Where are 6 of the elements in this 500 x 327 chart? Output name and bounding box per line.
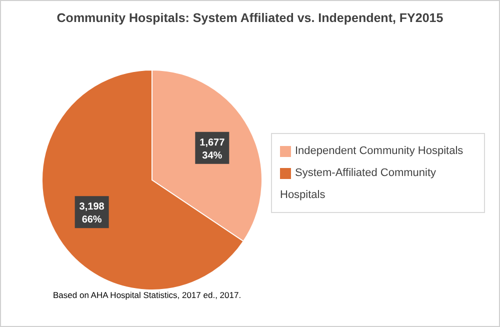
text: Based on AHA Hospital Statistics, 2017 ed., 2017. [53,290,242,300]
legend-label: Independent Community Hospitals [295,145,464,157]
data-label: 3,198 66% [79,202,105,226]
legend-label: System-Affiliated Community Hospitals [280,167,436,201]
chart-title: Community Hospitals: System Affiliated vs. Independent, FY2015 [56,11,444,25]
data-label: 1,677 34% [200,137,226,162]
